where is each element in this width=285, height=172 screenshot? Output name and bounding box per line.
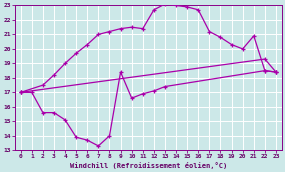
X-axis label: Windchill (Refroidissement éolien,°C): Windchill (Refroidissement éolien,°C) bbox=[70, 162, 227, 169]
